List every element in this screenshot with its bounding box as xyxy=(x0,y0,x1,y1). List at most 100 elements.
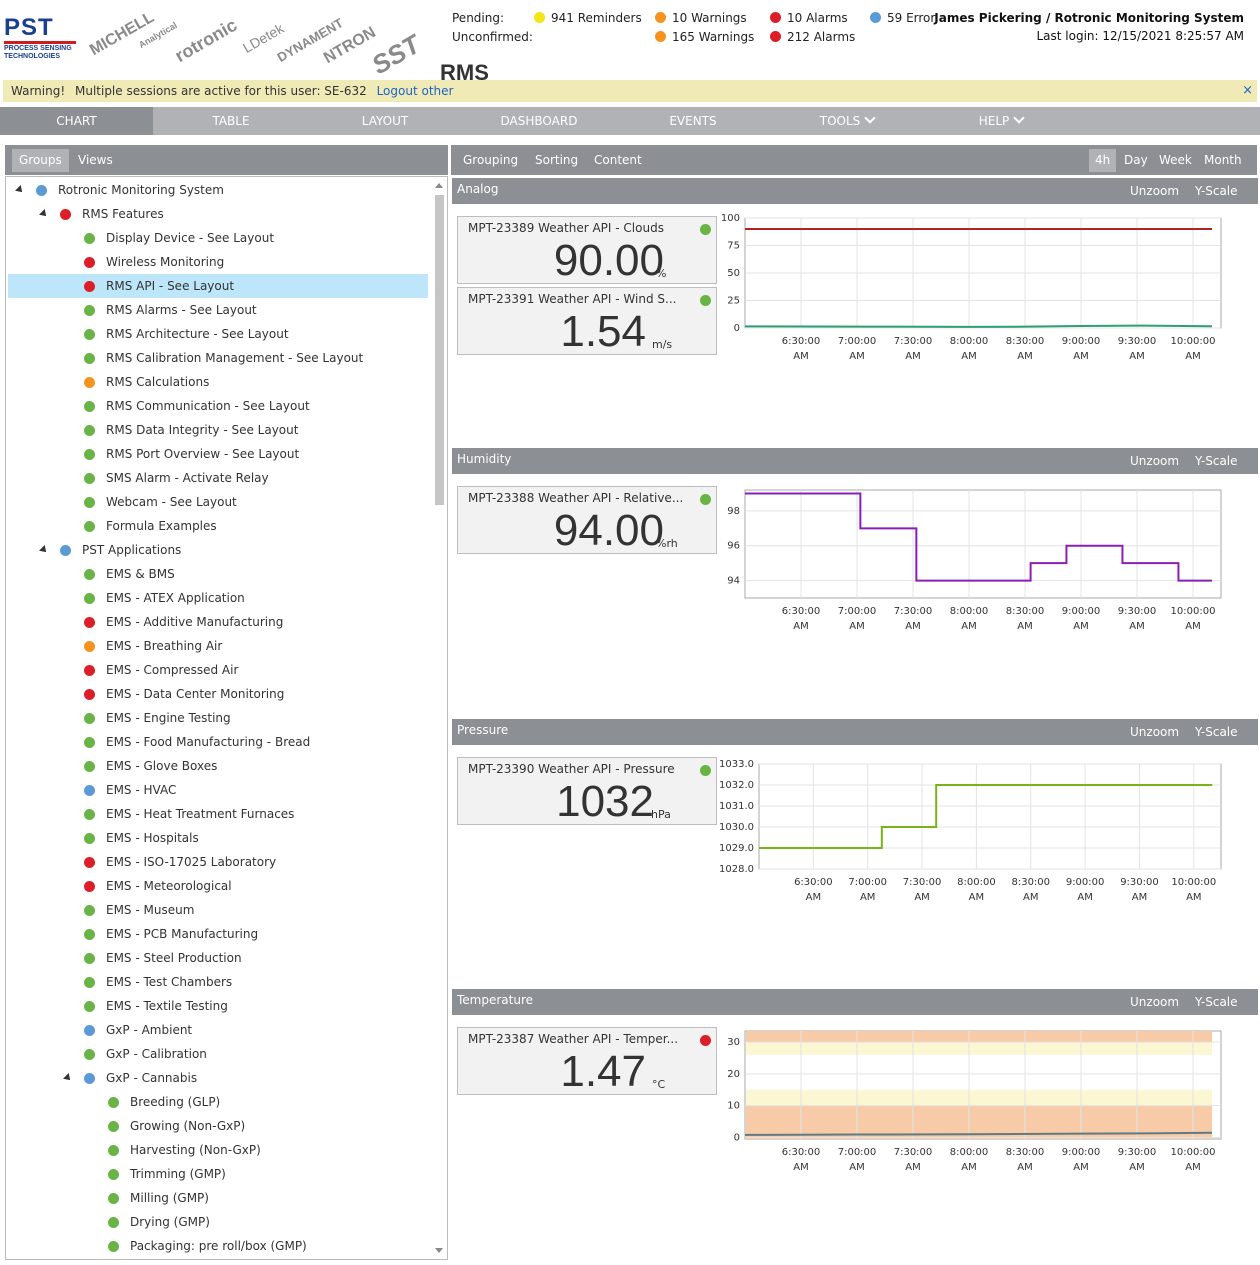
tree-item[interactable]: EMS - HVAC xyxy=(8,778,428,802)
tree-item[interactable]: Breeding (GLP) xyxy=(8,1090,428,1114)
tab-dashboard[interactable]: DASHBOARD xyxy=(500,114,578,128)
y-scale-button[interactable]: Y-Scale xyxy=(1195,725,1238,739)
tree-item[interactable]: RMS Features xyxy=(8,202,428,226)
tab-views[interactable]: Views xyxy=(78,153,113,167)
range-week[interactable]: Week xyxy=(1159,153,1192,167)
tab-events[interactable]: EVENTS xyxy=(669,114,717,128)
unconfirmed-alarms[interactable]: 212 Alarms xyxy=(770,30,855,44)
tree-item[interactable]: EMS - Food Manufacturing - Bread xyxy=(8,730,428,754)
y-scale-button[interactable]: Y-Scale xyxy=(1195,454,1238,468)
tree-item[interactable]: EMS - Textile Testing xyxy=(8,994,428,1018)
expand-toggle-icon[interactable] xyxy=(39,209,49,219)
logout-other-link[interactable]: Logout other xyxy=(376,84,454,98)
unzoom-button[interactable]: Unzoom xyxy=(1130,725,1180,739)
tree-item[interactable]: EMS - ISO-17025 Laboratory xyxy=(8,850,428,874)
sorting-button[interactable]: Sorting xyxy=(535,153,579,167)
tree-item[interactable]: Drying (GMP) xyxy=(8,1210,428,1234)
tree-item[interactable]: Packaging: pre roll/box (GMP) xyxy=(8,1234,428,1258)
tab-groups[interactable]: Groups xyxy=(12,149,69,172)
unzoom-button[interactable]: Unzoom xyxy=(1130,184,1180,198)
user-name[interactable]: James Pickering / Rotronic Monitoring Sy… xyxy=(934,11,1244,25)
expand-toggle-icon[interactable] xyxy=(39,545,49,555)
humidity-chart[interactable]: 98 96 94 6:30:00 AM 7:00:00 AM 7:30:00 AM 8:00:00… xyxy=(717,448,1257,648)
y-tick-label: 50 xyxy=(727,268,740,279)
tree-item[interactable]: EMS - Hospitals xyxy=(8,826,428,850)
tree-item[interactable]: EMS & BMS xyxy=(8,562,428,586)
unzoom-button[interactable]: Unzoom xyxy=(1130,995,1180,1009)
tree-item[interactable]: RMS Port Overview - See Layout xyxy=(8,442,428,466)
tree-item[interactable]: RMS Alarms - See Layout xyxy=(8,298,428,322)
tree-item[interactable]: EMS - Museum xyxy=(8,898,428,922)
close-icon[interactable]: × xyxy=(1242,83,1253,98)
scroll-up-icon[interactable] xyxy=(435,183,443,188)
tree-item[interactable]: Milling (GMP) xyxy=(8,1186,428,1210)
expand-toggle-icon[interactable] xyxy=(63,1073,73,1083)
tree-item[interactable]: Webcam - See Layout xyxy=(8,490,428,514)
grouping-button[interactable]: Grouping xyxy=(463,153,519,167)
tree-item[interactable]: GxP - Cannabis xyxy=(8,1066,428,1090)
range-month[interactable]: Month xyxy=(1204,153,1242,167)
pending-alarms[interactable]: 10 Alarms xyxy=(770,11,848,25)
tree-item[interactable]: Trimming (GMP) xyxy=(8,1162,428,1186)
tree-scrollbar[interactable] xyxy=(433,181,445,1255)
unzoom-button[interactable]: Unzoom xyxy=(1130,454,1180,468)
tab-table[interactable]: TABLE xyxy=(212,114,250,128)
range-day[interactable]: Day xyxy=(1124,153,1148,167)
tree-item[interactable]: SMS Alarm - Activate Relay xyxy=(8,466,428,490)
y-scale-button[interactable]: Y-Scale xyxy=(1195,995,1238,1009)
tree-item[interactable]: GxP - Calibration xyxy=(8,1042,428,1066)
tree-item[interactable]: GxP - Ambient xyxy=(8,1018,428,1042)
tab-tools[interactable]: TOOLS xyxy=(770,107,924,135)
sensor-card[interactable]: MPT-23390 Weather API - Pressure 1032 hP… xyxy=(457,757,717,826)
unconfirmed-warnings[interactable]: 165 Warnings xyxy=(655,30,754,44)
pending-errors[interactable]: 59 Error xyxy=(870,11,935,25)
tree-item[interactable]: RMS Data Integrity - See Layout xyxy=(8,418,428,442)
tree-item[interactable]: Display Device - See Layout xyxy=(8,226,428,250)
tree-item[interactable]: EMS - Heat Treatment Furnaces xyxy=(8,802,428,826)
tree-item[interactable]: Formula Examples xyxy=(8,514,428,538)
x-tick-ampm: AM xyxy=(905,1162,920,1173)
y-scale-button[interactable]: Y-Scale xyxy=(1195,184,1238,198)
tree-item[interactable]: PST Applications xyxy=(8,538,428,562)
tree-item[interactable]: EMS - Breathing Air xyxy=(8,634,428,658)
tree-item[interactable]: EMS - Steel Production xyxy=(8,946,428,970)
content-button[interactable]: Content xyxy=(594,153,642,167)
tree-item[interactable]: Harvesting (Non-GxP) xyxy=(8,1138,428,1162)
sensor-card[interactable]: MPT-23387 Weather API - Temper... 1.47 °… xyxy=(457,1027,717,1096)
sensor-card[interactable]: MPT-23391 Weather API - Wind S... 1.54 m… xyxy=(457,287,717,356)
tree-item-label: EMS - Heat Treatment Furnaces xyxy=(106,807,295,821)
x-tick-ampm: AM xyxy=(1185,621,1200,632)
tree-item[interactable]: EMS - PCB Manufacturing xyxy=(8,922,428,946)
tree-item[interactable]: Growing (Non-GxP) xyxy=(8,1114,428,1138)
tree-item[interactable]: EMS - Engine Testing xyxy=(8,706,428,730)
tree-item[interactable]: EMS - Additive Manufacturing xyxy=(8,610,428,634)
tree-item[interactable]: EMS - ATEX Application xyxy=(8,586,428,610)
tree-item[interactable]: Rotronic Monitoring System xyxy=(8,178,428,202)
temperature-chart[interactable]: 30 20 10 0 6:30:00 AM 7:00:00 AM 7:30:00 AM 8:00:0… xyxy=(717,989,1257,1189)
pending-warnings[interactable]: 10 Warnings xyxy=(655,11,747,25)
tree-item[interactable]: RMS API - See Layout xyxy=(8,274,428,298)
tree-item[interactable]: EMS - Meteorological xyxy=(8,874,428,898)
tree-item[interactable]: Wireless Monitoring xyxy=(8,250,428,274)
tree-item[interactable]: EMS - Data Center Monitoring xyxy=(8,682,428,706)
tree-item[interactable]: EMS - Test Chambers xyxy=(8,970,428,994)
tree-item[interactable]: EMS - Glove Boxes xyxy=(8,754,428,778)
pending-reminders[interactable]: 941 Reminders xyxy=(534,11,642,25)
pressure-chart[interactable]: 1033.0 1032.0 1031.0 1030.0 1029.0 1028.0 6:30… xyxy=(717,719,1257,919)
range-4h[interactable]: 4h xyxy=(1089,149,1117,172)
sensor-card[interactable]: MPT-23388 Weather API - Relative... 94.0… xyxy=(457,486,717,555)
scroll-thumb[interactable] xyxy=(435,195,444,505)
scroll-down-icon[interactable] xyxy=(435,1248,443,1253)
analog-chart[interactable]: 100 75 50 25 0 6:30:00 AM 7:00:00 AM 7:30:00 AM 8:0… xyxy=(717,178,1257,378)
tree-item[interactable]: EMS - Compressed Air xyxy=(8,658,428,682)
tree-item[interactable]: RMS Communication - See Layout xyxy=(8,394,428,418)
x-tick-ampm: AM xyxy=(1023,892,1038,903)
tree-item[interactable]: RMS Calculations xyxy=(8,370,428,394)
tab-chart[interactable]: CHART xyxy=(0,107,153,135)
expand-toggle-icon[interactable] xyxy=(15,185,25,195)
tab-help[interactable]: HELP xyxy=(924,107,1078,135)
tree-item[interactable]: RMS Calibration Management - See Layout xyxy=(8,346,428,370)
tree-item[interactable]: RMS Architecture - See Layout xyxy=(8,322,428,346)
sensor-card[interactable]: MPT-23389 Weather API - Clouds 90.00 % xyxy=(457,216,717,285)
tab-layout[interactable]: LAYOUT xyxy=(361,114,409,128)
